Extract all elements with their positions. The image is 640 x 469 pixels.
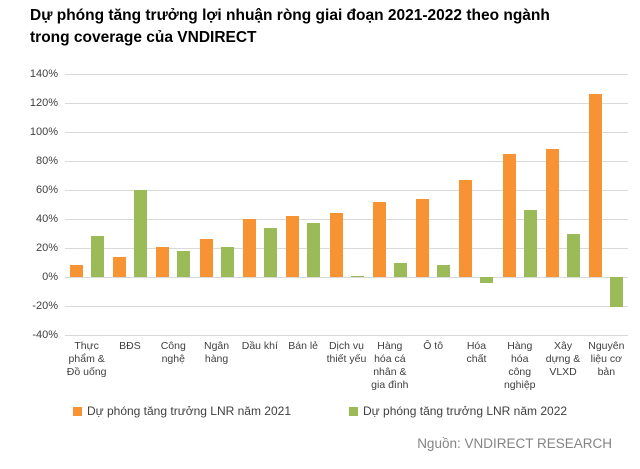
x-axis-category-label: Công nghệ [160,340,186,366]
bar-2021 [242,219,256,277]
bar-2021 [156,246,170,277]
y-axis-tick-label: -40% [32,329,58,341]
gridline [65,277,628,278]
bar-2021 [286,216,300,277]
bar-2021 [329,213,343,277]
bar-2022 [134,190,147,277]
bar-2021 [416,198,430,277]
y-axis-tick-label: 140% [29,68,58,80]
bar-2022 [437,265,451,277]
legend-swatch-2022-icon [349,406,358,416]
x-axis-category-label: Bán lẻ [288,340,319,352]
gridline [65,74,628,75]
legend-swatch-2021-icon [72,406,82,416]
y-axis-tick-label: 60% [35,184,58,196]
bar-2021 [113,256,126,277]
gridline [65,161,628,162]
source-credit: Nguồn: VNDIRECT RESEARCH [417,436,612,451]
gridline [65,306,628,307]
x-axis-category-label: Hóa chất [466,340,487,366]
legend-item-2021: Dự phóng tăng trưởng LNR năm 2021 [72,404,291,418]
x-axis-category-label: Dầu khí [241,340,278,352]
bar-2022 [610,277,624,308]
bar-2021 [459,179,473,277]
chart-legend: Dự phóng tăng trưởng LNR năm 2021 Dự phó… [0,404,640,418]
x-axis-category-label: Hàng hóa cá nhân & gia đình [371,340,409,392]
legend-item-2022: Dự phóng tăng trưởng LNR năm 2022 [349,404,567,418]
bar-2021 [502,153,516,278]
x-axis-category-label: BĐS [119,340,141,352]
gridline [65,248,628,249]
y-axis-tick-label: 0% [42,271,58,283]
bar-2022 [523,210,537,277]
bar-2021 [69,265,83,277]
x-axis-category-label: Ô tô [423,340,444,352]
bar-2021 [589,94,603,277]
gridline [65,190,628,191]
y-axis-tick-label: -20% [32,300,58,312]
gridline [65,103,628,104]
x-axis-category-label: Thực phẩm & Đồ uống [66,340,107,379]
y-axis-tick-label: 80% [35,155,58,167]
legend-label-2021: Dự phóng tăng trưởng LNR năm 2021 [86,404,291,418]
gridline [65,132,628,133]
x-axis-category-label: Ngân hàng [203,340,230,366]
bar-2022 [350,275,364,277]
gridline [65,219,628,220]
y-axis-tick-label: 120% [29,97,58,109]
bar-2022 [307,223,321,277]
bar-2022 [177,250,191,277]
gridline [65,335,628,336]
bar-2022 [393,262,407,277]
x-axis-category-label: Hàng hóa công nghiệp [503,340,536,392]
x-axis-category-label: Nguyên liệu cơ bản [588,340,625,379]
bar-2021 [199,239,213,277]
bar-2022 [263,227,277,277]
bar-2022 [480,277,494,283]
y-axis-tick-label: 100% [29,126,58,138]
bar-2022 [90,236,104,277]
x-axis-category-label: Xây dựng & VLXD [545,340,581,379]
x-axis-category-label: Dịch vụ thiết yếu [326,340,367,366]
chart-title: Dự phóng tăng trưởng lợi nhuận ròng giai… [30,7,550,46]
legend-label-2022: Dự phóng tăng trưởng LNR năm 2022 [363,404,568,418]
bar-2021 [546,149,559,277]
bar-2021 [372,201,386,277]
bar-2022 [567,233,580,277]
bar-2022 [220,246,234,277]
y-axis-tick-label: 20% [35,242,58,254]
y-axis-tick-label: 40% [35,213,58,225]
